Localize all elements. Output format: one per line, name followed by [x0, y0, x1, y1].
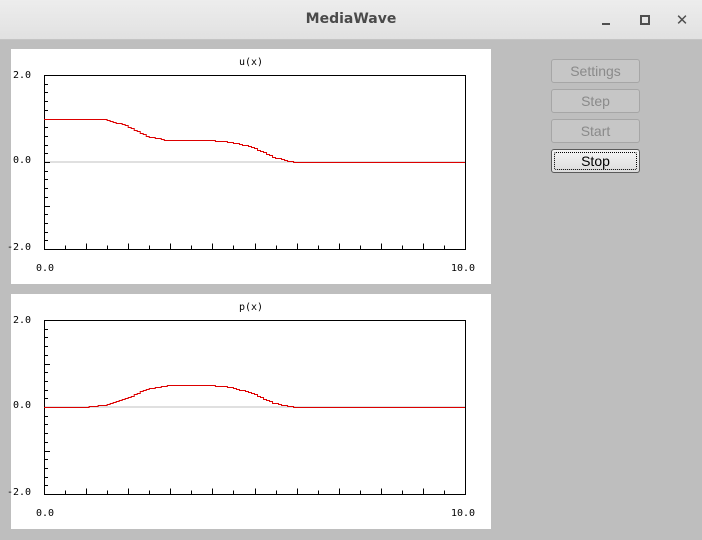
minimize-icon[interactable] [596, 10, 616, 30]
plot-p-ytick-mid: 0.0 [13, 400, 32, 411]
step-button: Step [551, 89, 640, 113]
plot-p-svg [44, 320, 466, 495]
plot-u-xtick-left: 0.0 [36, 263, 55, 274]
window-title: MediaWave [305, 11, 397, 27]
plot-p-xtick-left: 0.0 [36, 508, 55, 519]
stop-button[interactable]: Stop [551, 149, 640, 173]
close-icon[interactable]: ✕ [675, 11, 689, 29]
plot-p-xtick-right: 10.0 [451, 508, 476, 519]
plot-u-ytick-mid: 0.0 [13, 155, 32, 166]
plot-u-series-line-0 [44, 119, 465, 163]
title-bar: MediaWave ✕ [0, 0, 702, 40]
plot-u-svg [44, 75, 466, 250]
plot-p-ytick-top: 2.0 [13, 315, 32, 326]
plot-p-series-line-0 [44, 385, 465, 408]
plot-p: p(x) 2.0 0.0 -2.0 0.0 10.0 [7, 294, 491, 529]
plot-u-title: u(x) [238, 57, 264, 68]
plot-u: u(x) 2.0 0.0 -2.0 0.0 10.0 [7, 49, 491, 284]
settings-button: Settings [551, 59, 640, 83]
plot-p-title: p(x) [238, 302, 264, 313]
plot-u-xtick-right: 10.0 [451, 263, 476, 274]
maximize-icon[interactable] [634, 10, 654, 30]
plot-u-ytick-top: 2.0 [13, 70, 32, 81]
start-button: Start [551, 119, 640, 143]
plot-u-ytick-bottom: -2.0 [7, 242, 32, 253]
plot-p-ytick-bottom: -2.0 [7, 487, 32, 498]
